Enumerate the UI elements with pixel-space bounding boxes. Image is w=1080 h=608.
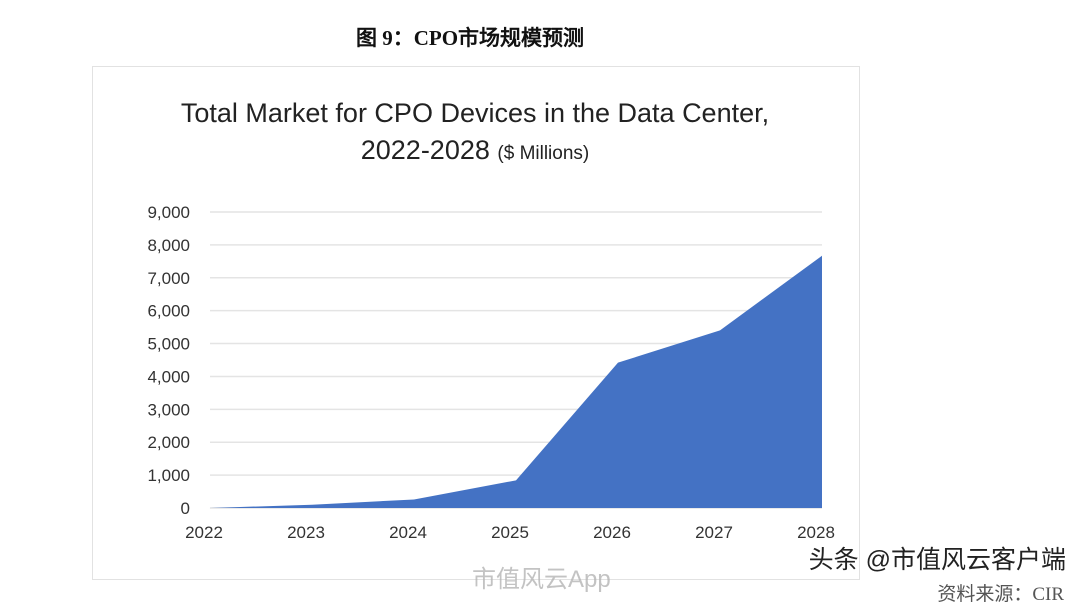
- y-tick-label: 5,000: [147, 335, 190, 354]
- source-note: 资料来源：CIR: [937, 584, 1064, 605]
- x-tick-label: 2022: [185, 523, 223, 542]
- y-tick-label: 4,000: [147, 367, 190, 386]
- y-tick-label: 7,000: [147, 269, 190, 288]
- y-tick-label: 8,000: [147, 236, 190, 255]
- x-tick-label: 2028: [797, 523, 835, 542]
- weibo-watermark: 市值风云App: [472, 566, 611, 593]
- chart-title: Total Market for CPO Devices in the Data…: [92, 95, 858, 172]
- y-tick-label: 1,000: [147, 466, 190, 485]
- y-tick-label: 6,000: [147, 302, 190, 321]
- x-tick-label: 2024: [389, 523, 427, 542]
- y-tick-label: 0: [181, 499, 190, 518]
- x-tick-label: 2026: [593, 523, 631, 542]
- chart-frame: [92, 66, 860, 580]
- chart-title-line1: Total Market for CPO Devices in the Data…: [180, 98, 770, 128]
- chart-title-line2: 2022-2028 ($ Millions): [92, 132, 858, 172]
- x-tick-label: 2027: [695, 523, 733, 542]
- y-tick-label: 3,000: [147, 400, 190, 419]
- y-tick-label: 9,000: [147, 203, 190, 222]
- area-series: [210, 255, 822, 508]
- figure-caption: 图 9：CPO市场规模预测: [355, 26, 585, 50]
- toutiao-watermark: 头条 @市值风云客户端: [808, 546, 1066, 574]
- y-tick-label: 2,000: [147, 433, 190, 452]
- chart-title-years: 2022-2028: [360, 135, 490, 165]
- x-tick-label: 2023: [287, 523, 325, 542]
- chart-unit: ($ Millions): [497, 143, 590, 164]
- x-tick-label: 2025: [491, 523, 529, 542]
